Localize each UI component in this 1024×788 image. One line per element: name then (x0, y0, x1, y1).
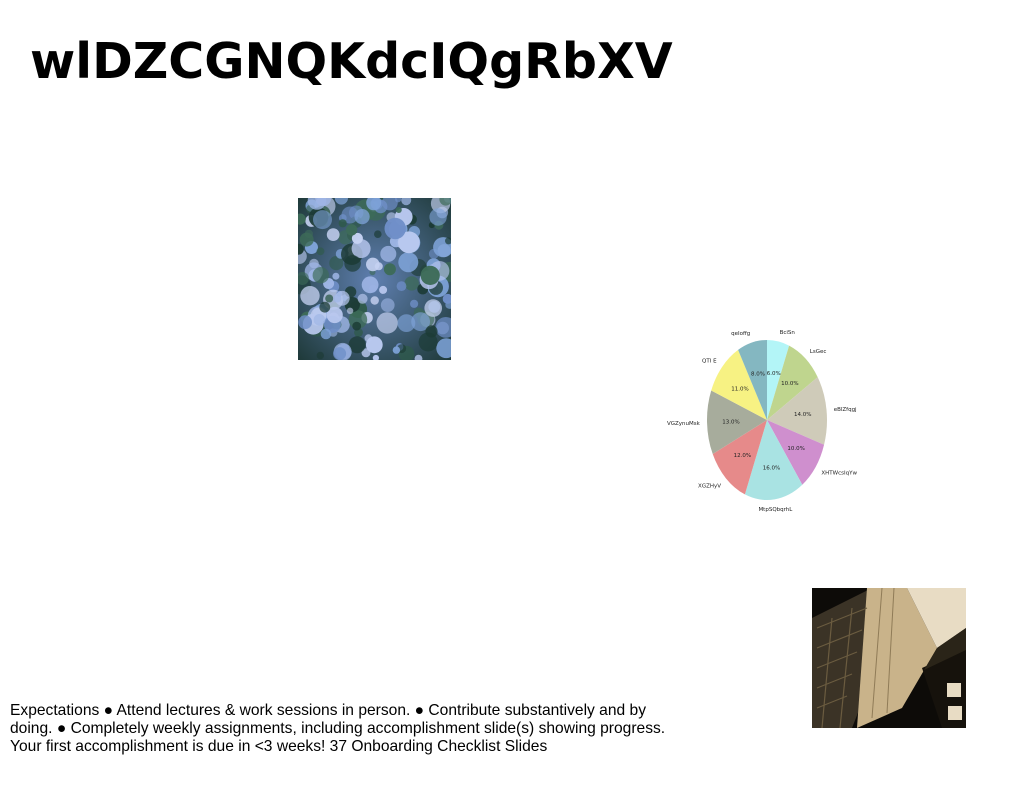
pie-category-label: QTI E (702, 359, 717, 365)
pie-slice-qeIoffg (738, 340, 767, 420)
building-perspective-photo (812, 588, 966, 728)
pie-slice-XGZHyV (712, 420, 767, 495)
pie-percent-label: 10.0% (781, 381, 798, 387)
pie-slice-MtpSQbqrhL (744, 420, 803, 500)
pie-category-label: VGZynuMsk (667, 421, 701, 427)
pie-category-label: XGZHyV (698, 483, 721, 489)
pie-percent-label: 6.0% (767, 371, 781, 377)
pie-slice-LsGec (767, 345, 818, 420)
pie-category-label: qeIoffg (731, 331, 750, 337)
pie-slice-BciSn (767, 340, 790, 420)
pie-percent-label: 11.0% (731, 386, 748, 392)
slide-title: wlDZCGNQKdcIQgRbXV (30, 33, 673, 90)
pie-percent-label: 8.0% (751, 372, 765, 378)
pie-percent-label: 12.0% (734, 453, 751, 459)
pie-slice-eBlZfqgj (767, 377, 827, 445)
pie-slice-XHTWcsIqYw (767, 420, 825, 485)
pie-category-label: XHTWcsIqYw (821, 471, 857, 477)
pie-category-label: BciSn (780, 330, 796, 336)
slide-body-text: Expectations ● Attend lectures & work se… (10, 702, 666, 755)
pie-chart: 6.0% BciSn 10.0% LsGec 14.0% eBlZfqgj 10.0% XHT… (662, 320, 872, 520)
pie-percent-label: 14.0% (794, 412, 811, 418)
pie-percent-label: 13.0% (722, 420, 739, 426)
pie-percent-label: 10.0% (787, 446, 804, 452)
pie-percent-label: 16.0% (763, 466, 780, 472)
pie-category-label: MtpSQbqrhL (758, 507, 793, 513)
aerial-forest-photo (298, 198, 451, 360)
pie-category-label: eBlZfqgj (834, 407, 857, 413)
pie-category-label: LsGec (810, 349, 827, 355)
pie-slice-QTI-E (711, 349, 767, 420)
pie-slice-VGZynuMsk (706, 390, 767, 455)
